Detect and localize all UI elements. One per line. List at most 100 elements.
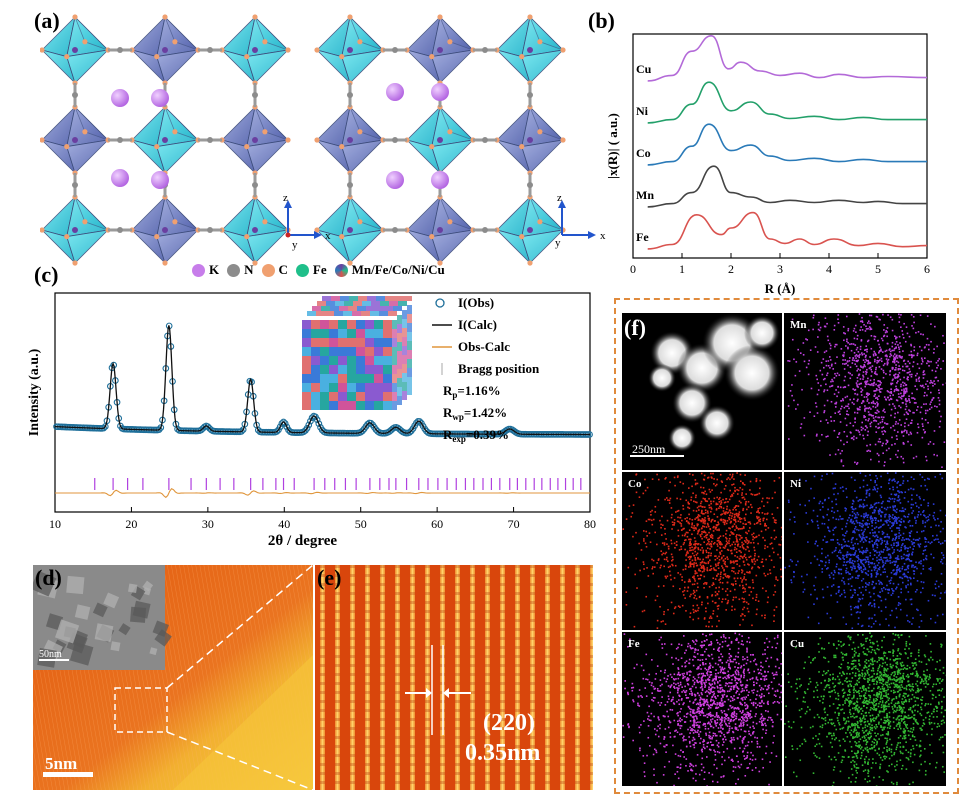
exafs-line-mn [647, 165, 927, 208]
stat-rwp: Rwp=1.42% [443, 405, 507, 422]
inset-scale-label: 50nm [39, 649, 62, 660]
eds-label-cu: Cu [790, 638, 805, 650]
eds-dots-cu [784, 632, 946, 786]
exafs-line-cu [647, 34, 928, 82]
legend-obs: I(Obs) [458, 295, 494, 310]
legend-swatch [227, 263, 241, 277]
axis-x-right: x [600, 230, 606, 242]
plot-frame [54, 292, 591, 513]
octahedron [219, 14, 291, 86]
panel-label-b: (b) [588, 8, 615, 33]
octahedron [219, 104, 291, 176]
panel-label-f: (f) [624, 315, 646, 340]
x-tick-label: 4 [826, 262, 832, 276]
x-tick-label: 6 [924, 262, 930, 276]
eds-dots-mn [787, 313, 946, 468]
octahedron [40, 14, 111, 86]
legend-label: N [244, 262, 254, 277]
panel-label-d: (d) [35, 565, 62, 590]
y-axis-label: |x(R)| ( a.u.) [605, 113, 620, 179]
legend-bragg: Bragg position [458, 361, 540, 376]
eds-map-mn: Mn [784, 313, 946, 470]
panel-label-e: (e) [317, 565, 342, 590]
axis-z-right: z [557, 192, 562, 204]
octahedron [494, 14, 566, 86]
legend-label: C [278, 262, 288, 277]
eds-label-fe: Fe [628, 638, 640, 650]
series-label-ni: Ni [636, 104, 649, 118]
xrd-legend: I(Obs) I(Calc) Obs-Calc Bragg position Rp=1.… [432, 295, 540, 444]
series-label-mn: Mn [636, 188, 654, 202]
haadf-image: 250nm (f) [622, 313, 782, 470]
eds-map-cu: Cu [784, 632, 946, 786]
x-tick-label: 70 [508, 517, 520, 531]
octahedron [40, 194, 111, 266]
exafs-chart: 0 1 2 3 4 5 6 R (Å) |x(R)| ( a.u.) Fe Mn Co Ni Cu [605, 33, 930, 296]
x-axis-label: 2θ / degree [268, 533, 338, 549]
exafs-line-co [647, 123, 927, 166]
octahedron [219, 194, 291, 266]
panel-label-a: (a) [34, 8, 60, 33]
hrtem-texture: 50nm 5nm [33, 565, 313, 790]
octahedron [314, 104, 386, 176]
legend-item-4: Mn/Fe/Co/Ni/Cu [334, 262, 445, 278]
legend-calc: I(Calc) [458, 317, 497, 332]
x-tick-label: 40 [278, 517, 290, 531]
eds-map-co: Co [622, 472, 782, 630]
xrd-chart: 10 20 30 40 50 60 70 80 2θ / degree Intensity (a.… [27, 292, 596, 549]
eds-label-mn: Mn [790, 319, 807, 331]
legend-label: Fe [312, 262, 327, 277]
legend-item-1: N [227, 262, 254, 278]
x-tick-label: 30 [202, 517, 214, 531]
haadf-texture: 250nm [630, 313, 780, 457]
lattice-spacing-label: 0.35nm [465, 740, 540, 766]
eds-map-ni: Ni [784, 472, 946, 630]
hrtem-image: 50nm 5nm (d) [33, 565, 313, 790]
x-tick-label: 60 [431, 517, 443, 531]
octahedron [129, 194, 201, 266]
eds-scale-label: 250nm [632, 442, 666, 456]
legend-item-2: C [261, 262, 288, 278]
eds-label-ni: Ni [790, 478, 801, 490]
legend-swatch [261, 263, 275, 277]
exafs-line-fe [647, 211, 928, 250]
eds-frame [614, 298, 959, 794]
octahedron [129, 14, 201, 86]
lattice-fringes: (220) 0.35nm [315, 565, 593, 790]
legend-label: Mn/Fe/Co/Ni/Cu [351, 262, 445, 277]
axes-indicator-right: z x y [555, 192, 606, 249]
octahedron [129, 104, 201, 176]
hrtem-scale-label: 5nm [45, 754, 77, 773]
x-tick-label: 80 [584, 517, 596, 531]
octahedron [404, 104, 476, 176]
x-axis-label: R (Å) [765, 281, 796, 296]
eds-map-fe: Fe [622, 632, 782, 786]
lattice-fringe-image: (220) 0.35nm (e) [315, 565, 593, 790]
crystal-structure-figure: z x y z x y [40, 14, 606, 266]
eds-dots-ni [784, 472, 946, 630]
legend-swatch [334, 263, 348, 277]
axis-y-right: y [555, 237, 561, 249]
exafs-line-ni [647, 81, 927, 124]
legend-swatch [192, 263, 205, 277]
x-tick-label: 3 [777, 262, 783, 276]
axis-z-left: z [283, 192, 288, 204]
k-atom [386, 171, 404, 189]
stat-rp: Rp=1.16% [443, 383, 501, 400]
supercell-cube [302, 296, 412, 410]
x-tick-label: 10 [49, 517, 61, 531]
x-tick-label: 2 [728, 262, 734, 276]
x-tick-label: 5 [875, 262, 881, 276]
eds-dots-co [622, 472, 782, 630]
octahedron [404, 194, 476, 266]
axes-indicator-left: z x y [283, 192, 331, 251]
eds-dots-fe [622, 632, 782, 786]
legend-diff: Obs-Calc [458, 339, 510, 354]
legend-label: K [209, 262, 220, 277]
plot-frame [632, 33, 928, 259]
axis-y-left: y [292, 239, 298, 251]
octahedron [404, 14, 476, 86]
octahedron [40, 104, 111, 176]
x-tick-label: 0 [630, 262, 636, 276]
k-atom [111, 169, 129, 187]
